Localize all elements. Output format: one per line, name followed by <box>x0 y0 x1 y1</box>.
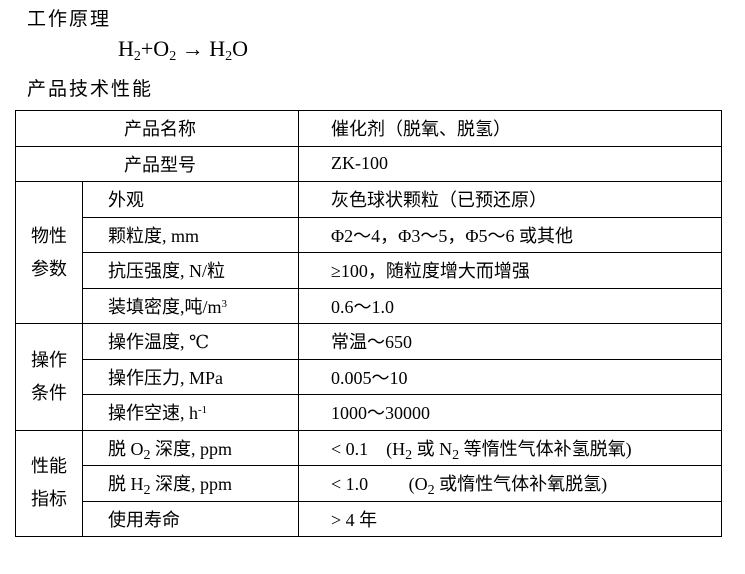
name-value: 催化剂（脱氧、脱氢） <box>298 110 722 147</box>
param-label: 操作空速, h-1 <box>82 394 299 431</box>
param-value: 1000～30000 <box>298 394 722 431</box>
spec-table: 产品名称 催化剂（脱氧、脱氢） 产品型号 ZK-100 物性 参数 外观 灰色球状颗粒（已… <box>15 110 722 537</box>
table-row: 物性 参数 外观 灰色球状颗粒（已预还原） <box>15 181 722 324</box>
param-value: 0.005～10 <box>298 358 722 395</box>
model-label: 产品型号 <box>15 145 299 182</box>
param-value: < 1.0 (O2 或惰性气体补氧脱氢) <box>298 465 722 502</box>
param-label: 抗压强度, N/粒 <box>82 252 299 289</box>
param-label: 脱 H2 深度, ppm <box>82 465 299 502</box>
group-physical: 物性 参数 <box>15 181 83 324</box>
param-label: 外观 <box>82 181 299 218</box>
table-row: 操作 条件 操作温度, ℃ 常温～650 <box>15 323 722 431</box>
heading-product-performance: 产品技术性能 <box>27 78 154 100</box>
param-value: 0.6～1.0 <box>298 287 722 324</box>
table-row: 操作压力, MPa 0.005～10 <box>16 358 722 395</box>
param-value: > 4 年 <box>298 500 722 537</box>
table-row: 使用寿命 > 4 年 <box>16 500 722 537</box>
table-row: 装填密度,吨/m3 0.6～1.0 <box>16 287 722 324</box>
param-label: 操作温度, ℃ <box>82 323 299 360</box>
table-row: 抗压强度, N/粒 ≥100，随粒度增大而增强 <box>16 252 722 289</box>
param-label: 使用寿命 <box>82 500 299 537</box>
table-row: 产品型号 ZK-100 <box>15 145 722 182</box>
table-row: 脱 H2 深度, ppm < 1.0 (O2 或惰性气体补氧脱氢) <box>16 465 722 502</box>
table-row: 性能 指标脱 O2 深度, ppm < 0.1 (H2 或 N2 等惰性气体补氢脱氧… <box>15 429 722 537</box>
param-label: 装填密度,吨/m3 <box>82 287 299 324</box>
table-row: 产品名称 催化剂（脱氧、脱氢） <box>15 110 722 147</box>
name-label: 产品名称 <box>15 110 299 147</box>
param-label: 脱 O2 深度, ppm <box>82 429 299 466</box>
param-value: ≥100，随粒度增大而增强 <box>298 252 722 289</box>
param-label: 颗粒度, mm <box>82 216 299 253</box>
param-value: < 0.1 (H2 或 N2 等惰性气体补氢脱氧) <box>298 429 722 466</box>
group-performance: 性能 指标 <box>15 429 83 537</box>
model-value: ZK-100 <box>298 145 722 182</box>
param-value: Φ2～4，Φ3～5，Φ5～6 或其他 <box>298 216 722 253</box>
table-row: 颗粒度, mm Φ2～4，Φ3～5，Φ5～6 或其他 <box>16 216 722 253</box>
param-value: 常温～650 <box>298 323 722 360</box>
param-label: 操作压力, MPa <box>82 358 299 395</box>
param-value: 灰色球状颗粒（已预还原） <box>298 181 722 218</box>
heading-working-principle: 工作原理 <box>27 8 112 30</box>
table-row: 操作空速, h-1 1000～30000 <box>16 394 722 431</box>
group-operating: 操作 条件 <box>15 323 83 431</box>
reaction-equation: H2+O2 → H2O <box>118 36 248 64</box>
